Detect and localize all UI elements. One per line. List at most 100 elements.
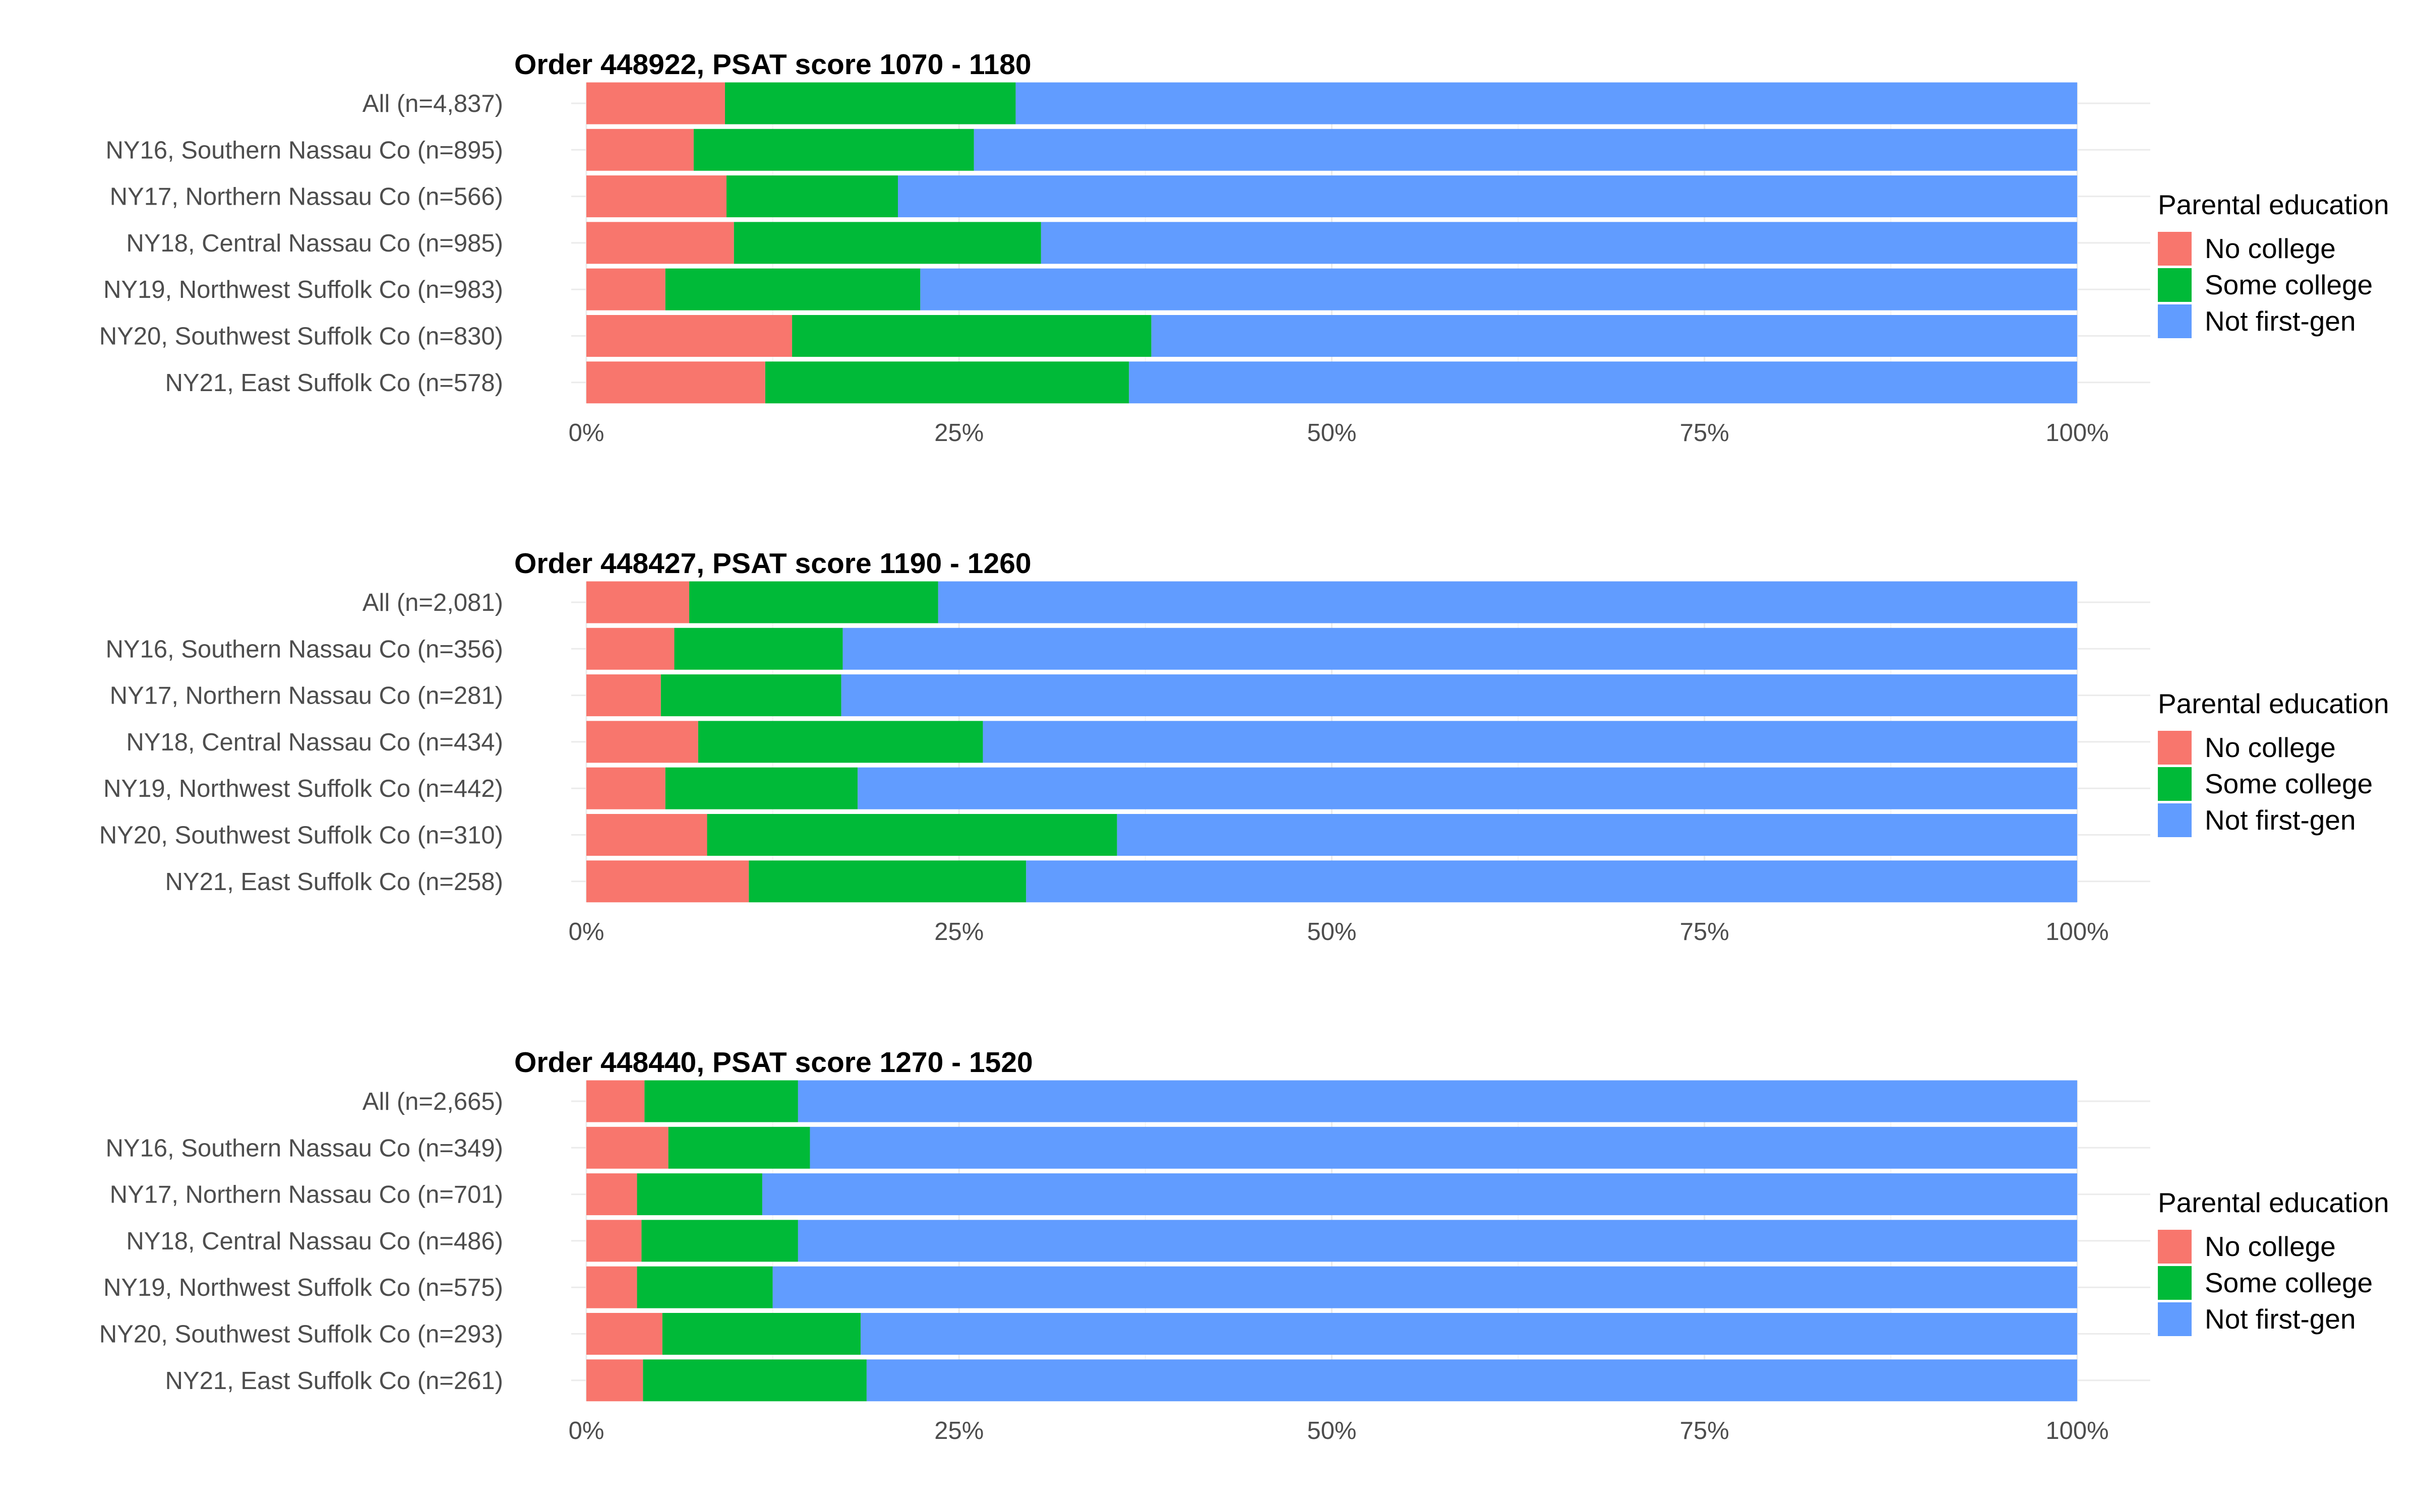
bar-segment [725, 82, 1016, 124]
x-tick-label: 50% [1307, 1417, 1356, 1444]
x-tick-label: 75% [1680, 1417, 1729, 1444]
legend-label: Some college [2205, 768, 2373, 799]
bar-segment [660, 674, 841, 717]
bar-segment [586, 1313, 662, 1355]
x-tick-label: 75% [1680, 419, 1729, 447]
bar-segment [974, 129, 2078, 171]
panel-svg: Order 448440, PSAT score 1270 - 1520 All … [99, 1046, 2389, 1444]
chart-title: Order 448440, PSAT score 1270 - 1520 [514, 1046, 1033, 1079]
bar-segment [841, 674, 2077, 717]
bar-segment [772, 1266, 2077, 1308]
y-tick-label: NY19, Northwest Suffolk Co (n=575) [103, 1274, 503, 1301]
bar-segment [586, 268, 666, 310]
panel-svg: Order 448922, PSAT score 1070 - 1180 All … [99, 48, 2389, 447]
bar-segment [586, 361, 765, 404]
bar-segment [689, 581, 938, 623]
y-tick-label: NY20, Southwest Suffolk Co (n=293) [99, 1321, 503, 1348]
bar-segment [586, 129, 694, 171]
bar-segment [644, 1080, 798, 1122]
bar-segment [586, 1266, 637, 1308]
bar-segment [586, 1126, 669, 1169]
chart-panel-3: Order 448440, PSAT score 1270 - 1520 All … [0, 998, 2420, 1497]
y-tick-label: NY16, Southern Nassau Co (n=895) [105, 137, 503, 164]
y-tick-label: NY21, East Suffolk Co (n=261) [165, 1367, 504, 1395]
bar-segment [765, 361, 1129, 404]
legend-key [2158, 803, 2192, 837]
bar-segment [586, 860, 749, 903]
bar-segment [662, 1313, 861, 1355]
y-tick-label: All (n=4,837) [362, 90, 503, 117]
bar-segment [586, 814, 707, 856]
legend-key [2158, 731, 2192, 765]
y-tick-label: NY19, Northwest Suffolk Co (n=442) [103, 775, 503, 802]
bar-segment [1026, 860, 2077, 903]
legend-key [2158, 304, 2192, 338]
bar-segment [1041, 222, 2077, 264]
bar-segment [637, 1266, 773, 1308]
bar-segment [798, 1220, 2077, 1262]
x-tick-label: 0% [569, 419, 604, 447]
legend-label: No college [2205, 1231, 2336, 1262]
y-tick-label: NY20, Southwest Suffolk Co (n=830) [99, 323, 503, 350]
y-tick-label: NY21, East Suffolk Co (n=258) [165, 868, 504, 896]
y-tick-label: NY18, Central Nassau Co (n=486) [126, 1228, 503, 1255]
legend-label: Some college [2205, 1267, 2373, 1298]
y-tick-label: NY17, Northern Nassau Co (n=281) [110, 682, 503, 710]
bar-segment [586, 581, 690, 623]
bar-segment [810, 1126, 2077, 1169]
legend-label: No college [2205, 732, 2336, 763]
bar-segment [792, 315, 1152, 357]
y-tick-label: NY19, Northwest Suffolk Co (n=983) [103, 276, 503, 303]
bar-segment [586, 1359, 643, 1402]
x-tick-label: 0% [569, 1417, 604, 1444]
x-tick-label: 25% [934, 1417, 984, 1444]
bar-segment [693, 129, 974, 171]
bar-segment [586, 767, 666, 809]
y-tick-label: NY16, Southern Nassau Co (n=349) [105, 1135, 503, 1162]
legend-key [2158, 232, 2192, 266]
x-tick-label: 100% [2045, 918, 2108, 946]
bar-segment [586, 627, 675, 670]
y-tick-label: All (n=2,665) [362, 1088, 503, 1115]
bar-segment [643, 1359, 867, 1402]
legend-key [2158, 767, 2192, 801]
bar-segment [637, 1173, 762, 1216]
y-tick-label: NY21, East Suffolk Co (n=578) [165, 369, 504, 397]
bar-segment [586, 315, 793, 357]
y-tick-label: NY17, Northern Nassau Co (n=701) [110, 1181, 503, 1209]
y-tick-label: NY17, Northern Nassau Co (n=566) [110, 183, 503, 211]
legend-title: Parental education [2158, 1187, 2389, 1218]
bar-segment [698, 721, 983, 763]
bar-segment [983, 721, 2077, 763]
panel-svg: Order 448427, PSAT score 1190 - 1260 All … [99, 547, 2389, 946]
bar-segment [858, 767, 2078, 809]
chart-title: Order 448922, PSAT score 1070 - 1180 [514, 48, 1032, 81]
bar-segment [641, 1220, 798, 1262]
bar-segment [749, 860, 1026, 903]
legend-key [2158, 268, 2192, 302]
y-tick-label: NY18, Central Nassau Co (n=985) [126, 230, 503, 257]
bar-segment [665, 268, 921, 310]
legend-key [2158, 1266, 2192, 1300]
bar-segment [861, 1313, 2078, 1355]
x-tick-label: 50% [1307, 419, 1356, 447]
x-tick-label: 100% [2045, 419, 2108, 447]
bar-segment [586, 721, 698, 763]
bar-segment [920, 268, 2077, 310]
bar-segment [586, 1080, 645, 1122]
x-tick-label: 0% [569, 918, 604, 946]
chart-panel-2: Order 448427, PSAT score 1190 - 1260 All … [0, 499, 2420, 998]
y-tick-label: NY16, Southern Nassau Co (n=356) [105, 636, 503, 663]
bar-segment [898, 175, 2077, 218]
bar-segment [1117, 814, 2077, 856]
legend-label: Not first-gen [2205, 1303, 2356, 1335]
bar-segment [668, 1126, 810, 1169]
bar-segment [1129, 361, 2077, 404]
x-tick-label: 100% [2045, 1417, 2108, 1444]
bar-segment [762, 1173, 2077, 1216]
legend-title: Parental education [2158, 189, 2389, 220]
bar-segment [842, 627, 2077, 670]
bar-segment [586, 175, 727, 218]
bar-segment [866, 1359, 2077, 1402]
legend-label: Some college [2205, 269, 2373, 300]
